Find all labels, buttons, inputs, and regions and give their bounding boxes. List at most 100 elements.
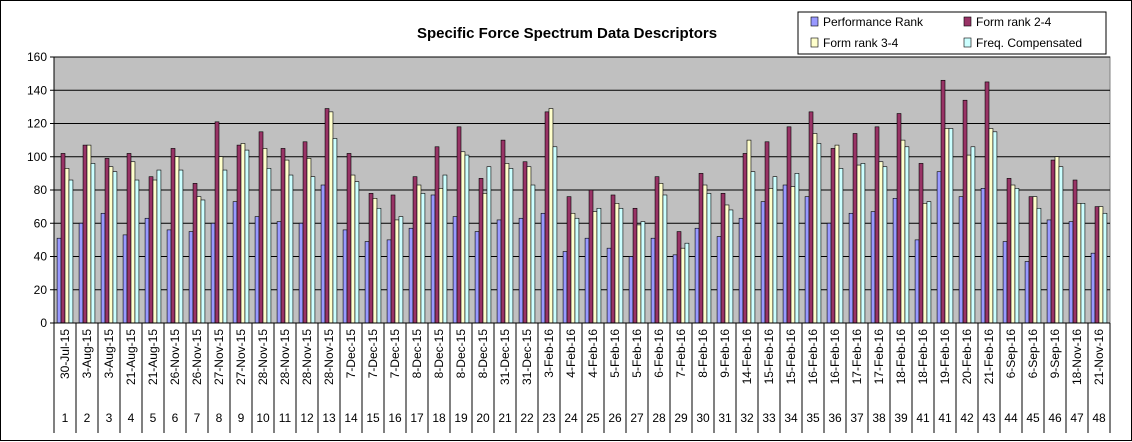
bar: [350, 174, 356, 324]
category-number-label: 21: [498, 411, 512, 425]
bar: [464, 154, 470, 324]
bar: [434, 146, 440, 324]
x-tick-label: 3-Feb-16: [542, 329, 556, 378]
bar: [210, 222, 216, 324]
bar: [144, 217, 150, 324]
x-tick-label: 5-Feb-16: [630, 329, 644, 378]
y-tick-label: 40: [34, 250, 48, 264]
bar: [724, 204, 730, 324]
bar: [636, 224, 642, 324]
bar: [214, 121, 220, 324]
bar: [456, 126, 462, 324]
bar: [526, 166, 532, 324]
bar: [368, 193, 374, 324]
bar: [628, 256, 634, 324]
bar: [500, 139, 506, 324]
bar: [992, 131, 998, 324]
bar: [772, 176, 778, 324]
category-number-label: 14: [344, 411, 358, 425]
x-tick-label: 4-Feb-16: [564, 329, 578, 378]
legend-label: Form rank 3-4: [823, 36, 899, 50]
bar: [790, 186, 796, 324]
y-tick-label: 0: [40, 316, 47, 330]
x-tick-label: 14-Feb-16: [740, 329, 754, 385]
bar: [496, 219, 502, 324]
bar: [200, 199, 206, 324]
bar: [786, 126, 792, 324]
category-number-label: 16: [388, 411, 402, 425]
bar: [342, 229, 348, 324]
bar: [302, 141, 308, 324]
bar: [196, 196, 202, 324]
x-tick-label: 7-Feb-16: [674, 329, 688, 378]
category-number-label: 47: [1070, 411, 1084, 425]
bar: [782, 184, 788, 324]
bar: [632, 207, 638, 324]
bar: [816, 143, 822, 324]
legend-label: Form rank 2-4: [976, 15, 1052, 29]
bar: [768, 188, 774, 324]
category-number-label: 45: [1026, 411, 1040, 425]
bar: [240, 143, 246, 324]
bar: [1094, 206, 1100, 324]
bar: [86, 144, 92, 324]
x-tick-label: 8-Dec-15: [432, 329, 446, 379]
bar: [804, 196, 810, 324]
bar: [244, 149, 250, 324]
category-number-label: 39: [894, 411, 908, 425]
bar: [936, 171, 942, 324]
bar: [1024, 261, 1030, 324]
bar: [896, 113, 902, 324]
category-number-label: 38: [872, 411, 886, 425]
bar: [288, 174, 294, 324]
bar: [398, 216, 404, 324]
bar: [420, 193, 426, 324]
category-number-label: 26: [608, 411, 622, 425]
category-number-label: 20: [476, 411, 490, 425]
bar: [980, 188, 986, 324]
category-number-label: 41: [916, 411, 930, 425]
category-number-label: 46: [1048, 411, 1062, 425]
x-tick-label: 8-Dec-15: [476, 329, 490, 379]
bar: [474, 231, 480, 324]
x-tick-label: 30-Jul-15: [58, 329, 72, 379]
bar: [738, 217, 744, 324]
bar: [266, 168, 272, 324]
bar: [482, 193, 488, 324]
bar: [922, 203, 928, 324]
x-tick-label: 9-Sep-16: [1048, 329, 1062, 379]
category-number-label: 8: [216, 411, 223, 425]
y-tick-labels: 0 20 40 60 80 100 120 140 160: [27, 50, 47, 330]
bar: [588, 189, 594, 324]
bar: [882, 166, 888, 324]
x-tick-label: 28-Nov-15: [278, 329, 292, 385]
bar: [306, 158, 312, 324]
bar: [658, 183, 664, 324]
bar: [892, 198, 898, 324]
category-number-label: 4: [128, 411, 135, 425]
bar: [834, 144, 840, 324]
bar: [64, 168, 70, 324]
bar: [826, 222, 832, 324]
legend-swatch: [810, 37, 819, 48]
x-tick-label: 7-Dec-15: [366, 329, 380, 379]
bar: [870, 211, 876, 324]
category-number-label: 15: [366, 411, 380, 425]
category-number-label: 13: [322, 411, 336, 425]
legend-swatch: [963, 16, 972, 27]
y-tick-label: 80: [34, 183, 48, 197]
legend-box: [797, 11, 1107, 55]
bar: [860, 163, 866, 324]
bar: [364, 241, 370, 324]
category-number-label: 36: [828, 411, 842, 425]
category-number-label: 42: [960, 411, 974, 425]
bar: [416, 184, 422, 324]
bar: [254, 216, 260, 324]
bar: [540, 212, 546, 324]
category-number-label: 27: [630, 411, 644, 425]
bar: [68, 179, 74, 324]
bar: [1028, 196, 1034, 324]
bar: [1050, 159, 1056, 324]
bar: [570, 212, 576, 324]
bar: [148, 176, 154, 324]
